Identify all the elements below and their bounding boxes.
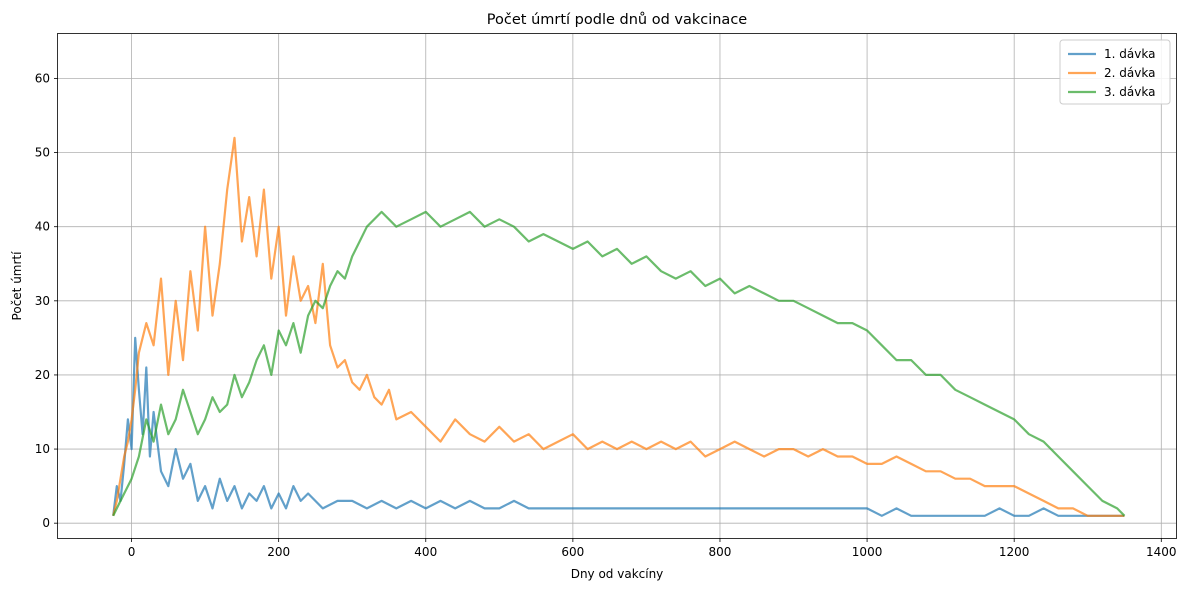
x-tick-label: 1200: [999, 545, 1030, 559]
y-tick-label: 0: [42, 516, 50, 530]
chart-title: Počet úmrtí podle dnů od vakcinace: [487, 12, 748, 28]
y-tick-label: 40: [35, 220, 50, 234]
legend: 1. dávka 2. dávka 3. dávka: [1059, 39, 1171, 105]
series-line-1: [112, 336, 1125, 517]
y-tick-label: 10: [35, 442, 50, 456]
series-line-2: [112, 136, 1125, 517]
legend-box: [1059, 39, 1171, 105]
series-line-3: [112, 210, 1126, 517]
y-tick-label: 30: [35, 294, 50, 308]
x-tick-label: 1400: [1146, 545, 1177, 559]
grid: [58, 34, 1176, 538]
legend-label-3: 3. dávka: [1104, 85, 1155, 99]
series-group: [112, 136, 1126, 517]
x-tick-label: 600: [561, 545, 584, 559]
legend-label-1: 1. dávka: [1104, 47, 1155, 61]
x-tick-label: 800: [709, 545, 732, 559]
y-axis-label: Počet úmrtí: [10, 251, 24, 321]
plot-frame: [57, 33, 1177, 539]
x-tick-label: 200: [267, 545, 290, 559]
legend-label-2: 2. dávka: [1104, 66, 1155, 80]
y-tick-label: 20: [35, 368, 50, 382]
x-tick-label: 1000: [852, 545, 883, 559]
y-tick-label: 60: [35, 71, 50, 85]
x-tick-label: 400: [414, 545, 437, 559]
y-tick-label: 50: [35, 146, 50, 160]
x-axis-label: Dny od vakcíny: [571, 567, 664, 581]
x-tick-label: 0: [128, 545, 136, 559]
ticks: 0 200 400 600 800 1000 1200 1400 0 10 20 30 40 50 60: [35, 71, 1177, 559]
